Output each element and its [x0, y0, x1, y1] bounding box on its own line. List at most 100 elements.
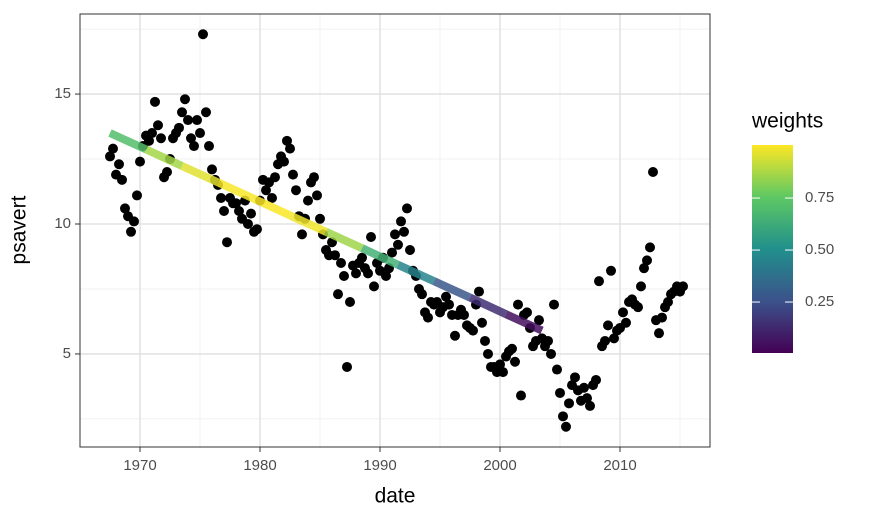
point: [543, 335, 553, 346]
point: [366, 231, 376, 242]
point: [267, 193, 277, 204]
point: [192, 115, 202, 126]
point: [477, 317, 487, 328]
point: [468, 325, 478, 336]
point: [279, 156, 289, 167]
point: [393, 239, 403, 250]
x-tick-label: 2000: [483, 457, 516, 474]
point: [186, 133, 196, 144]
point: [678, 281, 688, 292]
point: [417, 289, 427, 300]
fit-line-segment: [468, 293, 508, 318]
point: [231, 198, 241, 209]
point: [234, 206, 244, 217]
colorbar-label: 0.75: [805, 189, 834, 206]
fit-line-segment: [360, 244, 400, 269]
point: [381, 270, 391, 281]
point: [387, 247, 397, 258]
point: [570, 372, 580, 383]
point: [303, 195, 313, 206]
point: [444, 299, 454, 310]
fit-line-segment: [108, 129, 148, 154]
point: [402, 203, 412, 214]
point: [636, 281, 646, 292]
fit-line-segment: [180, 162, 220, 187]
point: [285, 143, 295, 154]
point: [132, 190, 142, 201]
point: [120, 203, 130, 214]
point: [108, 143, 118, 154]
point: [243, 219, 253, 230]
point: [549, 299, 559, 310]
point: [582, 393, 592, 404]
point: [399, 226, 409, 237]
colorbar: [752, 145, 793, 353]
point: [513, 299, 523, 310]
x-axis-title: date: [375, 485, 416, 508]
point: [564, 398, 574, 409]
point: [252, 224, 262, 235]
point: [156, 133, 166, 144]
point: [657, 312, 667, 323]
point: [621, 317, 631, 328]
point: [126, 226, 136, 237]
point: [153, 120, 163, 131]
fit-line-segment: [504, 310, 544, 335]
point: [423, 312, 433, 323]
point: [117, 174, 127, 185]
point: [450, 330, 460, 341]
x-tick-label: 1970: [123, 457, 156, 474]
point: [291, 185, 301, 196]
point: [195, 128, 205, 139]
point: [396, 216, 406, 227]
point: [600, 335, 610, 346]
point: [633, 302, 643, 313]
point: [162, 167, 172, 178]
colorbar-label: 0.25: [805, 293, 834, 310]
point: [339, 270, 349, 281]
point: [555, 387, 565, 398]
point: [222, 237, 232, 248]
point: [534, 315, 544, 326]
point: [336, 257, 346, 268]
point: [312, 190, 322, 201]
point: [315, 213, 325, 224]
fit-line-segment: [252, 195, 292, 220]
fit-line-segment: [216, 178, 256, 203]
point: [216, 193, 226, 204]
point: [516, 390, 526, 401]
x-tick-label: 1990: [363, 457, 396, 474]
panel-border: [79, 13, 711, 448]
point: [357, 252, 367, 263]
point: [498, 367, 508, 378]
point: [114, 159, 124, 170]
fit-line-segment: [432, 277, 472, 302]
point: [282, 135, 292, 146]
point: [345, 296, 355, 307]
point: [129, 216, 139, 227]
point: [645, 242, 655, 253]
point: [606, 265, 616, 276]
point: [579, 382, 589, 393]
point: [459, 309, 469, 320]
point: [495, 359, 505, 370]
fit-line-segment: [396, 261, 436, 285]
point: [639, 263, 649, 274]
y-tick-label: 10: [54, 215, 71, 232]
point: [441, 291, 451, 302]
point: [105, 151, 115, 162]
point: [522, 307, 532, 318]
y-axis-title: psavert: [8, 195, 31, 264]
point: [198, 29, 208, 40]
point: [309, 172, 319, 183]
point: [585, 400, 595, 411]
point: [480, 335, 490, 346]
point: [201, 107, 211, 118]
y-tick-label: 15: [54, 85, 71, 102]
point: [297, 229, 307, 240]
point: [351, 268, 361, 279]
point: [390, 229, 400, 240]
point: [552, 364, 562, 375]
